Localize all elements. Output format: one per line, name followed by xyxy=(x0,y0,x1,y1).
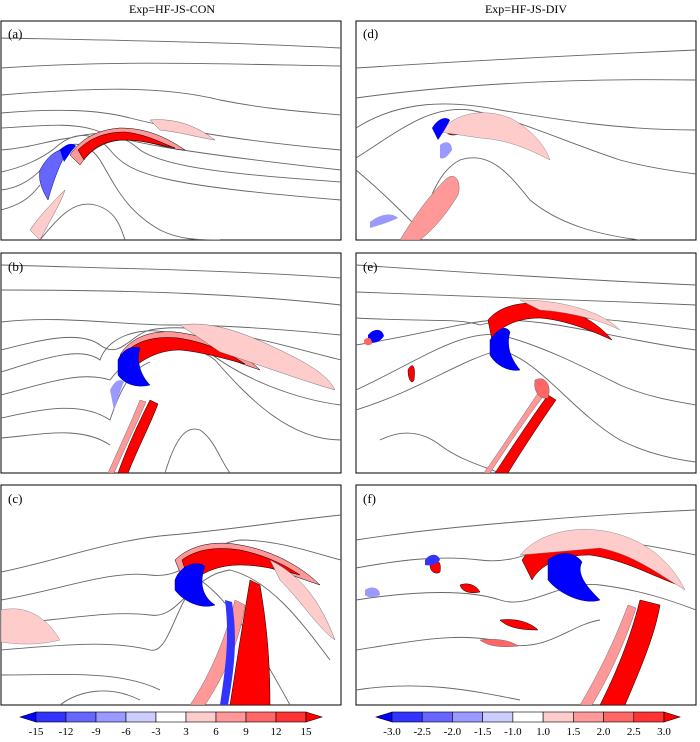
right-colorbar-bin-10 xyxy=(663,711,682,723)
left-colorbar-tick-label: 3 xyxy=(183,726,189,738)
right-colorbar-bin-8 xyxy=(603,711,635,723)
panel-c-label: (c) xyxy=(8,491,22,506)
column-title-right: Exp=HF-JS-DIV xyxy=(484,2,568,16)
left-colorbar-bin-8 xyxy=(245,711,277,723)
right-colorbar-tick-label: -1.5 xyxy=(474,726,492,738)
left-colorbar-bin-6 xyxy=(185,711,217,723)
left-colorbar-bin-4 xyxy=(125,711,157,723)
panel-b-label: (b) xyxy=(8,259,23,274)
right-colorbar-bin-4 xyxy=(482,711,514,723)
left-colorbar-tick-label: -12 xyxy=(59,726,74,738)
right-colorbar-bin-2 xyxy=(421,711,453,723)
colorbar-right: -3.0 -2.5 -2.0 -1.5 -1.0 1.0 1.5 2.0 2.5 3.0 xyxy=(374,711,682,738)
right-colorbar-tick-label: -2.0 xyxy=(444,726,462,738)
panel-f: (f) xyxy=(355,484,697,706)
left-colorbar-bin-7 xyxy=(215,711,247,723)
right-colorbar-bin-3 xyxy=(452,711,483,723)
left-colorbar-tick-label: 9 xyxy=(243,726,249,738)
panel-e-label: (e) xyxy=(363,259,377,274)
panel-e: (e) xyxy=(355,252,697,474)
right-colorbar-tick-label: -3.0 xyxy=(383,726,401,738)
left-colorbar-tick-label: -15 xyxy=(29,726,44,738)
right-colorbar-bin-1 xyxy=(391,711,423,723)
column-title-left: Exp=HF-JS-CON xyxy=(128,2,216,16)
right-colorbar-bin-6 xyxy=(542,711,574,723)
right-colorbar-tick-label: 2.0 xyxy=(597,726,611,738)
panel-d: (d) xyxy=(355,20,697,241)
right-colorbar-tick-label: -1.0 xyxy=(504,726,522,738)
panel-a: (a) xyxy=(0,20,342,241)
right-colorbar-bin-5 xyxy=(512,711,544,723)
left-colorbar-tick-label: -6 xyxy=(121,726,131,738)
panel-c: (c) xyxy=(0,484,342,706)
left-colorbar-bin-10 xyxy=(305,711,324,723)
left-colorbar-tick-label: 12 xyxy=(271,726,282,738)
right-colorbar-tick-label: 3.0 xyxy=(657,726,671,738)
right-colorbar-tick-label: -2.5 xyxy=(414,726,432,738)
right-colorbar-bin-7 xyxy=(573,711,604,723)
right-colorbar-tick-label: 2.5 xyxy=(627,726,641,738)
left-colorbar-bin-1 xyxy=(35,711,67,723)
panel-a-label: (a) xyxy=(8,26,22,41)
panel-b: (b) xyxy=(0,252,342,474)
right-colorbar-bin-9 xyxy=(633,711,665,723)
left-colorbar-bin-3 xyxy=(95,711,127,723)
panel-f-frame xyxy=(355,484,697,706)
right-colorbar-tick-label: 1.0 xyxy=(536,726,550,738)
colorbar-left: -15 -12 -9 -6 -3 3 6 9 12 15 xyxy=(18,711,324,738)
left-colorbar-bin-5 xyxy=(155,711,187,723)
left-colorbar-bin-0 xyxy=(18,711,37,723)
left-colorbar-bin-9 xyxy=(275,711,307,723)
panel-c-frame xyxy=(0,484,342,706)
right-colorbar-bin-0 xyxy=(374,711,393,723)
right-colorbar-tick-label: 1.5 xyxy=(566,726,580,738)
panel-d-label: (d) xyxy=(363,26,378,41)
left-colorbar-tick-label: -3 xyxy=(151,726,161,738)
panel-f-label: (f) xyxy=(363,491,376,506)
left-colorbar-tick-label: -9 xyxy=(91,726,101,738)
left-colorbar-bin-2 xyxy=(65,711,97,723)
left-colorbar-tick-label: 6 xyxy=(213,726,219,738)
left-colorbar-tick-label: 15 xyxy=(301,726,313,738)
